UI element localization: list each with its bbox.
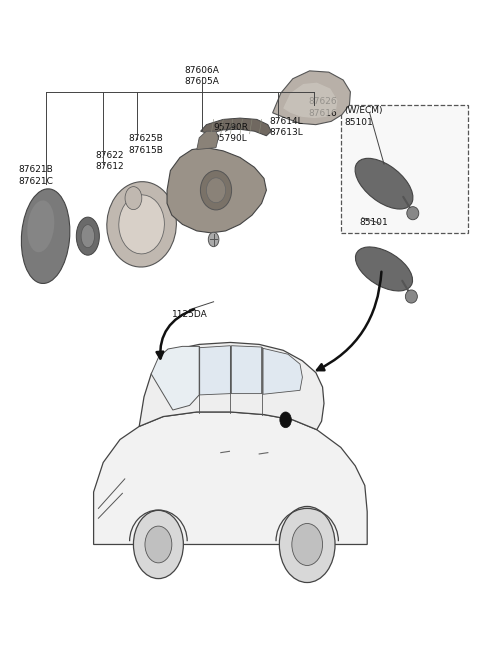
- Polygon shape: [167, 148, 266, 233]
- Polygon shape: [139, 342, 324, 430]
- Ellipse shape: [208, 232, 219, 247]
- Ellipse shape: [405, 290, 418, 303]
- Text: 87614L
87613L: 87614L 87613L: [270, 117, 303, 137]
- Ellipse shape: [21, 189, 70, 283]
- Polygon shape: [263, 348, 302, 394]
- Bar: [341, 105, 468, 233]
- Text: 85101: 85101: [359, 218, 388, 227]
- Polygon shape: [197, 131, 218, 150]
- Circle shape: [145, 526, 172, 563]
- FancyArrowPatch shape: [317, 272, 382, 370]
- Ellipse shape: [76, 217, 99, 255]
- Polygon shape: [200, 346, 230, 395]
- Circle shape: [280, 412, 291, 428]
- Ellipse shape: [355, 158, 413, 209]
- Text: 87625B
87615B: 87625B 87615B: [129, 134, 164, 155]
- Text: 87621B
87621C: 87621B 87621C: [18, 165, 53, 186]
- Ellipse shape: [27, 200, 54, 253]
- FancyArrowPatch shape: [156, 309, 194, 359]
- Text: (W/ECM)
85101: (W/ECM) 85101: [345, 106, 383, 127]
- Circle shape: [292, 523, 323, 565]
- Text: 95790R
95790L: 95790R 95790L: [214, 123, 249, 143]
- Ellipse shape: [356, 247, 412, 291]
- Polygon shape: [283, 83, 337, 118]
- Ellipse shape: [81, 224, 95, 247]
- Text: 87606A
87605A: 87606A 87605A: [184, 66, 219, 86]
- Text: 87622
87612: 87622 87612: [95, 151, 124, 171]
- Circle shape: [133, 510, 183, 579]
- Ellipse shape: [206, 178, 226, 203]
- Polygon shape: [151, 346, 199, 410]
- Ellipse shape: [119, 195, 164, 254]
- Ellipse shape: [201, 171, 231, 210]
- Ellipse shape: [125, 186, 142, 210]
- Ellipse shape: [107, 182, 176, 267]
- Polygon shape: [201, 118, 271, 136]
- Polygon shape: [231, 346, 262, 394]
- Text: 87626
87616: 87626 87616: [309, 97, 337, 117]
- Ellipse shape: [407, 207, 419, 220]
- Circle shape: [279, 506, 335, 583]
- Polygon shape: [94, 412, 367, 544]
- Polygon shape: [273, 71, 350, 125]
- Text: 1125DA: 1125DA: [172, 310, 207, 319]
